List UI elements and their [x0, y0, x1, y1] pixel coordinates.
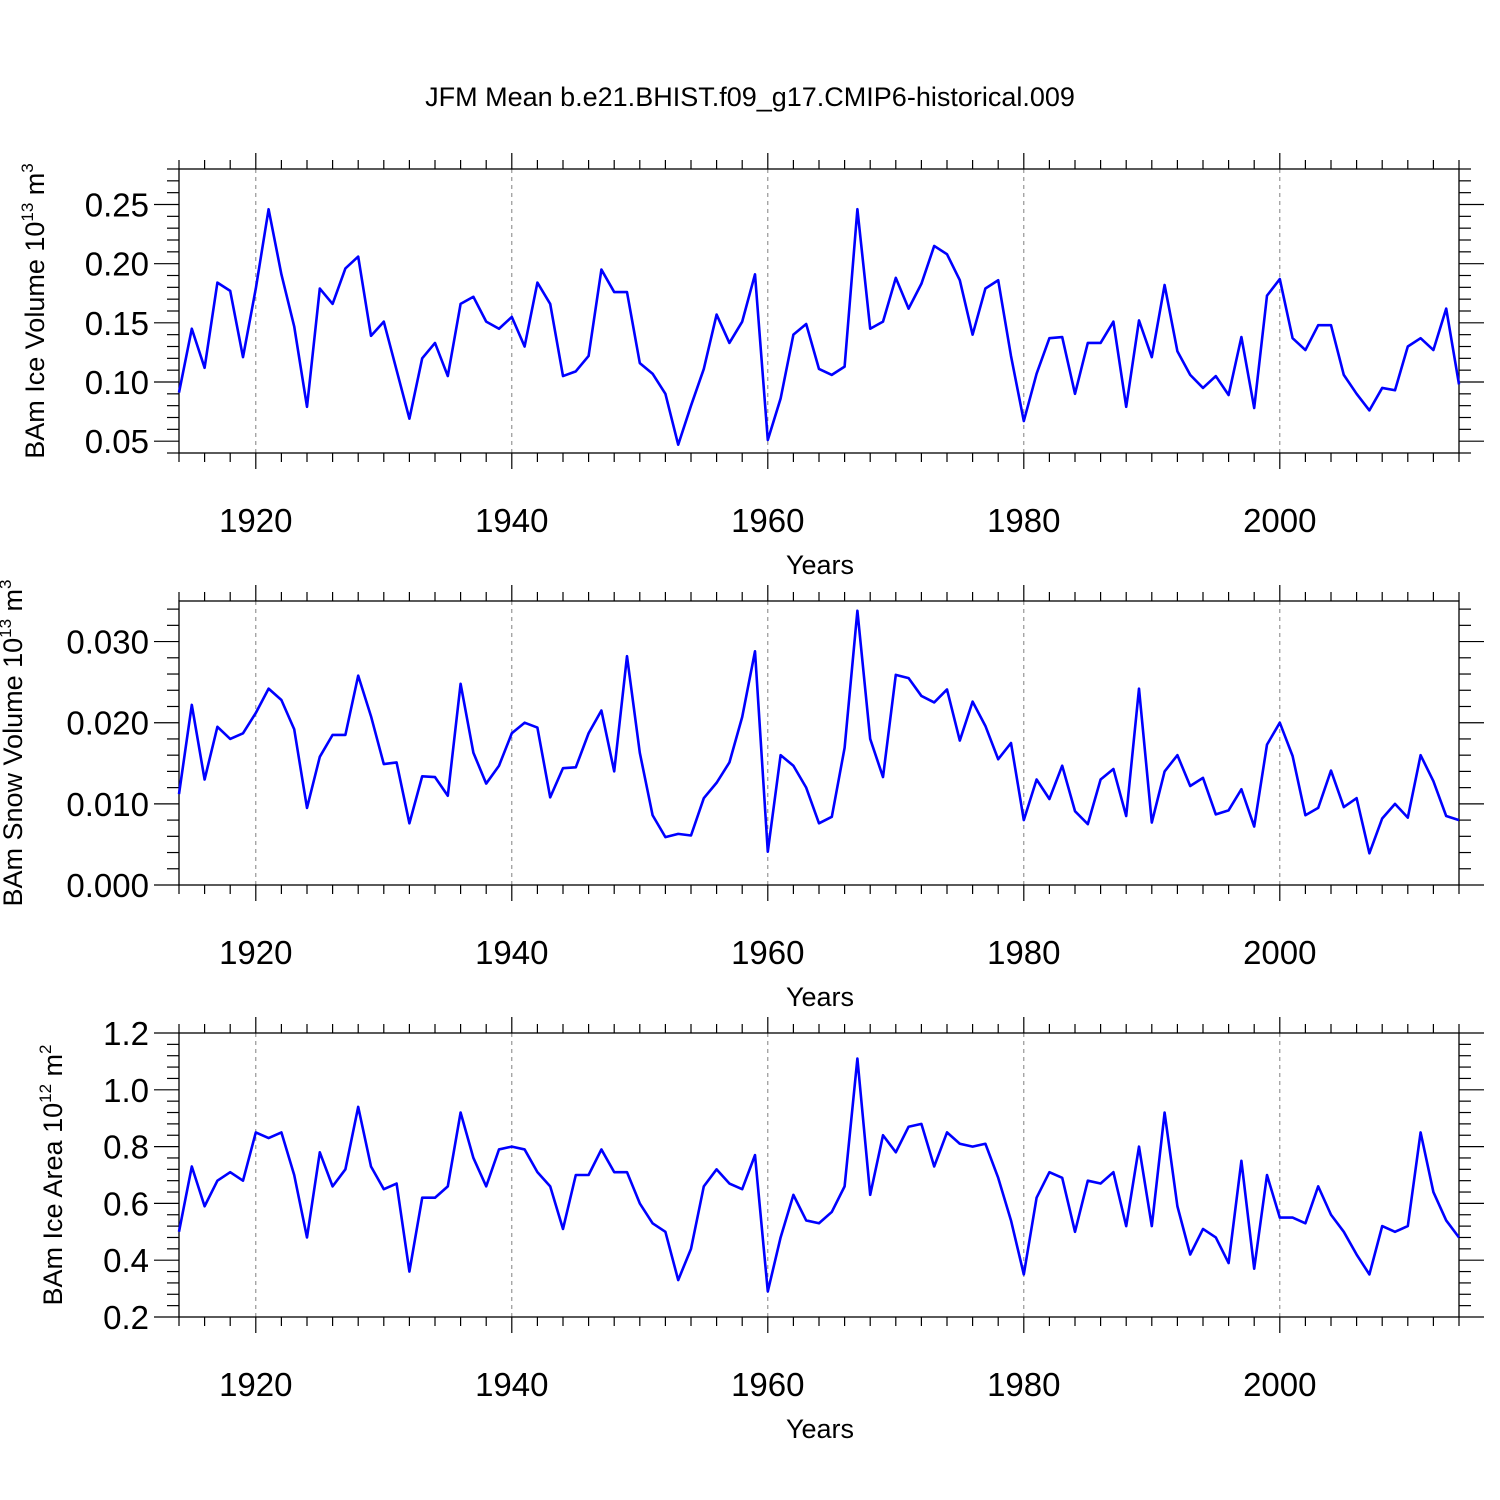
- y-tick-label: 0.4: [103, 1242, 149, 1279]
- series-line: [177, 1057, 1461, 1293]
- y-tick-label: 0.20: [85, 246, 149, 283]
- y-tick-label: 0.010: [66, 786, 149, 823]
- y-axis-label-exponent: 13: [18, 203, 37, 222]
- x-tick-label: 2000: [1243, 502, 1316, 539]
- panel-1: 1920 1940 1960 1980 2000 Years 0.05 0.10 0.15 0.2…: [18, 153, 1484, 580]
- y-axis-label-main: BAm Ice Volume 10: [20, 222, 50, 459]
- x-tick-label: 1920: [219, 502, 292, 539]
- y-tick-label: 0.6: [103, 1185, 149, 1222]
- y-axis-label-unit: m: [0, 589, 28, 619]
- y-axis-label-unit-exponent: 3: [18, 163, 37, 172]
- y-tick-label: 0.020: [66, 705, 149, 742]
- x-tick-label: 1960: [731, 934, 804, 971]
- x-tick-label: 1960: [731, 502, 804, 539]
- y-axis-label-main: BAm Snow Volume 10: [0, 638, 28, 907]
- panel-2: 1920 1940 1960 1980 2000 Years 0.000 0.010 0.020…: [0, 579, 1484, 1012]
- y-axis-label-main: BAm Ice Area 10: [38, 1103, 68, 1306]
- y-tick-label: 0.2: [103, 1299, 149, 1336]
- x-tick-label: 1940: [475, 934, 548, 971]
- x-axis-label: Years: [786, 982, 854, 1012]
- y-tick-label: 0.10: [85, 364, 149, 401]
- x-tick-label: 2000: [1243, 1366, 1316, 1403]
- figure-title: JFM Mean b.e21.BHIST.f09_g17.CMIP6-histo…: [425, 82, 1075, 112]
- y-axis-label-unit: m: [38, 1054, 68, 1084]
- series-line: [177, 207, 1461, 447]
- y-tick-label: 0.030: [66, 624, 149, 661]
- panels: 1920 1940 1960 1980 2000 Years 0.05 0.10 0.15 0.2…: [0, 153, 1484, 1444]
- y-tick-label: 0.15: [85, 305, 149, 342]
- x-tick-label: 1980: [987, 1366, 1060, 1403]
- x-tick-label: 1980: [987, 502, 1060, 539]
- x-tick-label: 1940: [475, 502, 548, 539]
- y-axis-label: BAm Ice Volume 1013 m3: [18, 163, 50, 459]
- y-tick-label: 0.000: [66, 867, 149, 904]
- x-axis-label: Years: [786, 550, 854, 580]
- plot-frame: [178, 168, 1460, 454]
- x-tick-label: 1920: [219, 1366, 292, 1403]
- series-line: [177, 609, 1460, 855]
- y-tick-label: 0.05: [85, 423, 149, 460]
- y-tick-label: 1.2: [103, 1015, 149, 1052]
- y-axis-label: BAm Snow Volume 1013 m3: [0, 579, 28, 906]
- x-tick-label: 1920: [219, 934, 292, 971]
- y-tick-label: 0.25: [85, 187, 149, 224]
- y-tick-label: 1.0: [103, 1072, 149, 1109]
- x-tick-label: 1940: [475, 1366, 548, 1403]
- y-tick-label: 0.8: [103, 1129, 149, 1166]
- y-axis-label-unit: m: [20, 173, 50, 203]
- x-tick-label: 1980: [987, 934, 1060, 971]
- y-axis-label-exponent: 13: [0, 619, 15, 638]
- y-axis-label-exponent: 12: [36, 1084, 55, 1103]
- y-axis-label-unit-exponent: 3: [0, 579, 15, 588]
- y-axis-label: BAm Ice Area 1012 m2: [36, 1045, 68, 1306]
- x-axis-label: Years: [786, 1414, 854, 1444]
- y-axis-label-unit-exponent: 2: [36, 1045, 55, 1054]
- panel-3: 1920 1940 1960 1980 2000 Years 0.2 0.4 0.6 0.8 1.0…: [36, 1015, 1484, 1444]
- x-tick-label: 2000: [1243, 934, 1316, 971]
- x-tick-label: 1960: [731, 1366, 804, 1403]
